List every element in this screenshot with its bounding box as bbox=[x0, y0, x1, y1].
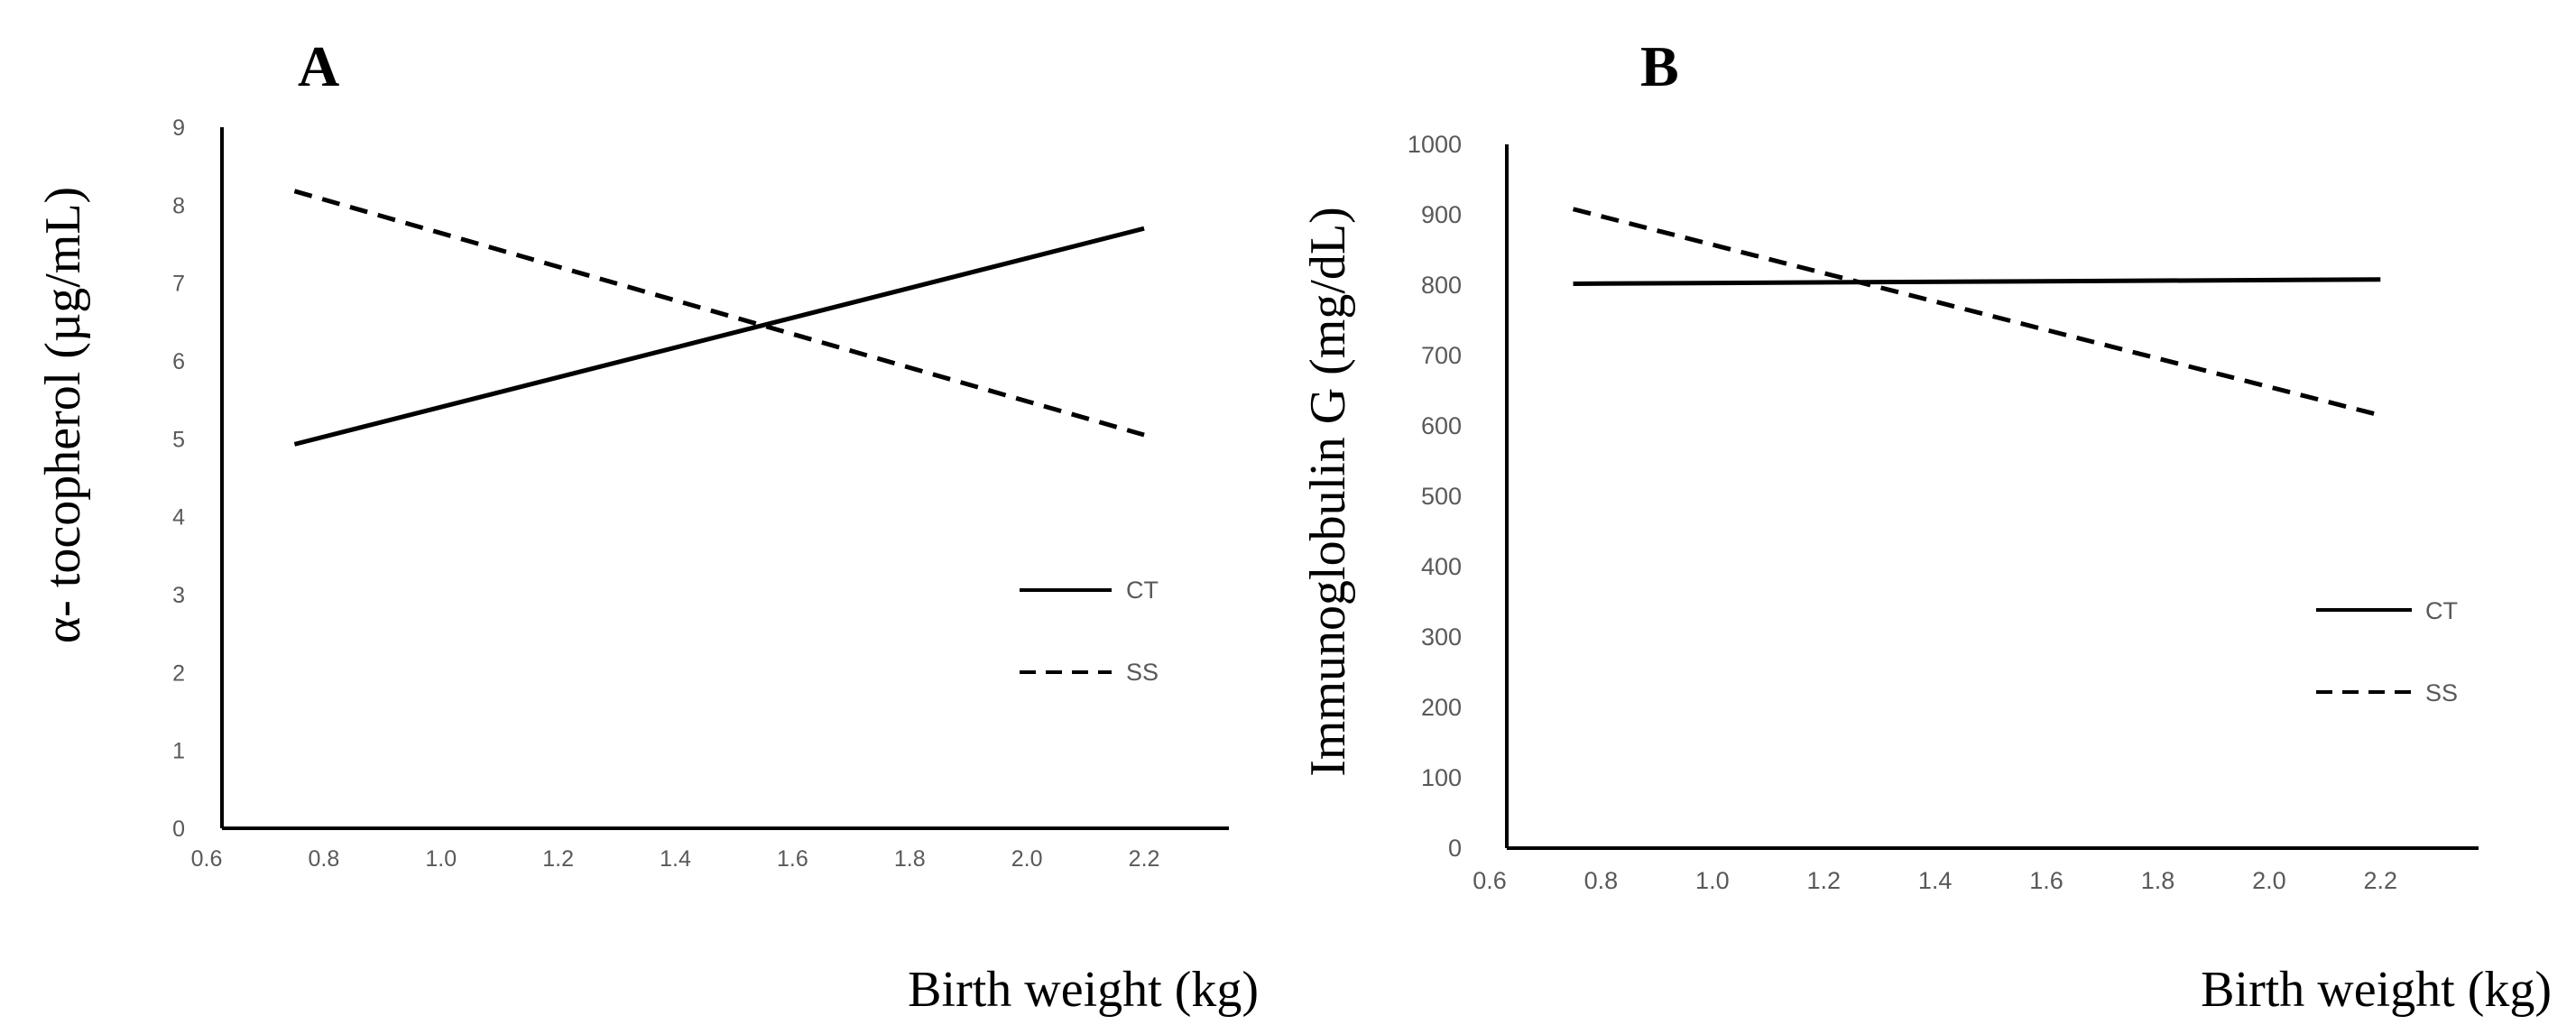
panel-a-y-tick-label: 5 bbox=[172, 427, 185, 452]
panel-b-x-tick-label: 1.6 bbox=[2029, 867, 2064, 894]
panel-b-legend-entry-ss: SS bbox=[2316, 679, 2458, 706]
panel-b-series-line-ss bbox=[1572, 207, 2381, 418]
panel-b-y-tick-label: 600 bbox=[1421, 412, 1462, 439]
panel-b-legend: CT SS bbox=[2316, 597, 2458, 706]
panel-a-y-tick-label: 9 bbox=[172, 115, 185, 141]
panel-a-x-tick-label: 2.0 bbox=[1011, 846, 1043, 872]
panel-b-x-axis-title: Birth weight (kg) bbox=[2201, 962, 2552, 1018]
panel-b-y-tick-label: 700 bbox=[1421, 342, 1462, 369]
panel-b-legend-entry-ct: CT bbox=[2316, 597, 2458, 624]
panel-b: B Immunoglobulin G (mg/dL) Birth weight … bbox=[1300, 34, 2552, 1018]
panel-b-y-tick-label: 300 bbox=[1421, 623, 1462, 651]
panel-a-y-tick-label: 6 bbox=[172, 349, 185, 374]
panel-b-legend-label-ct: CT bbox=[2425, 597, 2458, 624]
panel-a-y-tick-label: 8 bbox=[172, 193, 185, 218]
panel-a-x-tick-label: 1.0 bbox=[425, 846, 457, 872]
panel-b-x-tick-label: 2.0 bbox=[2252, 867, 2286, 894]
panel-b-x-ticks: 0.6 0.8 1.0 1.2 1.4 1.6 1.8 2.0 2.2 bbox=[1473, 867, 2397, 894]
panel-b-y-tick-label: 800 bbox=[1421, 272, 1462, 299]
panel-b-y-tick-label: 400 bbox=[1421, 553, 1462, 580]
panel-a-axes bbox=[220, 127, 1229, 830]
panel-b-x-tick-label: 1.4 bbox=[1918, 867, 1953, 894]
panel-a-legend: CT SS bbox=[1020, 577, 1159, 686]
panel-a-series bbox=[293, 189, 1145, 447]
panel-a-legend-label-ss: SS bbox=[1126, 659, 1159, 686]
panel-a-x-tick-label: 1.8 bbox=[894, 846, 926, 872]
panel-a-x-axis-title: Birth weight (kg) bbox=[908, 962, 1259, 1018]
panel-b-x-tick-label: 0.8 bbox=[1584, 867, 1619, 894]
panel-a-y-tick-label: 0 bbox=[172, 817, 185, 842]
panel-b-x-tick-label: 2.2 bbox=[2364, 867, 2398, 894]
panel-a-y-tick-label: 2 bbox=[172, 660, 185, 686]
panel-a-x-tick-label: 0.8 bbox=[308, 846, 339, 872]
panel-a-legend-entry-ct: CT bbox=[1020, 577, 1159, 604]
panel-b-x-tick-label: 0.6 bbox=[1473, 867, 1507, 894]
panel-a-legend-entry-ss: SS bbox=[1020, 659, 1159, 686]
panel-b-y-tick-label: 900 bbox=[1421, 201, 1462, 228]
panel-a: A α- tocopherol (µg/mL) Birth weight (kg… bbox=[35, 34, 1259, 1018]
panel-a-x-tick-label: 0.6 bbox=[191, 846, 223, 872]
panel-b-series bbox=[1572, 207, 2381, 418]
panel-a-legend-label-ct: CT bbox=[1126, 577, 1159, 604]
panel-a-x-tick-label: 2.2 bbox=[1129, 846, 1160, 872]
panel-b-label: B bbox=[1640, 34, 1679, 98]
panel-a-y-tick-label: 7 bbox=[172, 272, 185, 297]
panel-b-legend-label-ss: SS bbox=[2425, 679, 2458, 706]
panel-a-x-ticks: 0.6 0.8 1.0 1.2 1.4 1.6 1.8 2.0 2.2 bbox=[191, 846, 1160, 872]
panel-a-y-tick-label: 1 bbox=[172, 739, 185, 764]
panel-a-y-tick-label: 3 bbox=[172, 583, 185, 608]
panel-b-y-tick-label: 0 bbox=[1448, 835, 1462, 862]
panel-a-x-tick-label: 1.2 bbox=[542, 846, 574, 872]
panel-a-y-ticks: 0 1 2 3 4 5 6 7 8 9 bbox=[172, 115, 185, 842]
panel-b-y-axis-title: Immunoglobulin G (mg/dL) bbox=[1300, 207, 1356, 777]
panel-a-label: A bbox=[298, 34, 339, 98]
panel-b-series-line-ct bbox=[1573, 277, 2381, 286]
panel-a-series-line-ss bbox=[293, 189, 1145, 438]
panel-b-y-tick-label: 1000 bbox=[1408, 131, 1462, 158]
panel-a-y-tick-label: 4 bbox=[172, 505, 185, 531]
panel-b-axes bbox=[1505, 144, 2479, 850]
panel-a-series-line-ct bbox=[293, 226, 1145, 447]
panel-b-y-tick-label: 200 bbox=[1421, 694, 1462, 721]
panel-a-x-tick-label: 1.4 bbox=[660, 846, 691, 872]
panel-a-y-axis-title: α- tocopherol (µg/mL) bbox=[35, 187, 91, 643]
panel-b-y-tick-label: 100 bbox=[1421, 764, 1462, 791]
panel-b-x-tick-label: 1.0 bbox=[1695, 867, 1730, 894]
panel-b-y-tick-label: 500 bbox=[1421, 483, 1462, 510]
panel-b-x-tick-label: 1.2 bbox=[1806, 867, 1841, 894]
panel-b-x-tick-label: 1.8 bbox=[2141, 867, 2175, 894]
panel-b-y-ticks: 0 100 200 300 400 500 600 700 800 900 1000 bbox=[1408, 131, 1462, 862]
panel-a-x-tick-label: 1.6 bbox=[777, 846, 808, 872]
